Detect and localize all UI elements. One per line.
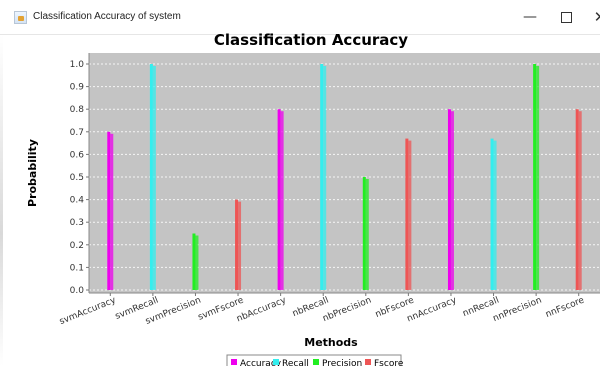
y-axis-ticks: 0.0 0.1 0.2 0.3 0.4 0.5 0.6 0.7 0.8 0.9 1.0 <box>70 60 89 296</box>
titlebar-divider <box>0 34 600 35</box>
legend-swatch-accuracy <box>231 359 237 365</box>
window-title: Classification Accuracy of system <box>33 11 181 22</box>
x-tick-label: nbAccuracy <box>235 295 288 324</box>
bar-svmFscore <box>235 199 239 290</box>
bar-nbFscore <box>405 138 409 290</box>
bar-svmRecall <box>149 64 153 290</box>
legend-label-accuracy: Accuracy <box>240 359 282 366</box>
close-button[interactable]: ✕ <box>582 4 600 30</box>
y-tick-label: 0.2 <box>70 241 84 251</box>
bar-shade-nnPrecision <box>536 66 540 290</box>
y-tick-label: 0.1 <box>70 263 84 273</box>
y-tick-label: 0.5 <box>70 173 84 183</box>
y-tick-label: 0.7 <box>70 128 84 138</box>
bar-shade-nbFscore <box>408 140 412 290</box>
bar-svmPrecision <box>192 233 196 290</box>
x-tick-label: nnAccuracy <box>406 295 459 324</box>
y-tick-label: 0.4 <box>70 196 85 206</box>
maximize-button[interactable] <box>548 4 584 30</box>
x-tick-label: nnFscore <box>544 295 586 320</box>
x-axis-label: Methods <box>304 336 358 349</box>
plot-area <box>89 53 600 293</box>
bar-shade-nnRecall <box>493 140 497 290</box>
minimize-icon: — <box>523 9 537 25</box>
bar-nnPrecision <box>533 64 537 290</box>
bar-nbAccuracy <box>277 109 281 290</box>
y-axis-label: Probability <box>26 139 39 207</box>
legend-label-precision: Precision <box>322 359 362 366</box>
legend-swatch-recall <box>273 359 279 365</box>
close-icon: ✕ <box>593 8 600 26</box>
window-titlebar[interactable]: Classification Accuracy of system — ✕ <box>0 0 600 34</box>
bar-shade-nbAccuracy <box>280 111 284 290</box>
legend: Accuracy Recall Precision Fscore <box>226 354 404 366</box>
x-tick-label: nnPrecision <box>492 296 544 325</box>
y-tick-label: 0.8 <box>70 105 85 115</box>
chart-title: Classification Accuracy <box>214 31 408 49</box>
java-app-icon <box>14 11 27 24</box>
y-tick-label: 0.3 <box>70 218 84 228</box>
y-tick-label: 0.0 <box>70 286 85 296</box>
legend-swatch-fscore <box>365 359 371 365</box>
y-tick-label: 1.0 <box>70 60 85 70</box>
bar-shade-svmAccuracy <box>110 133 114 290</box>
bar-shade-nnAccuracy <box>450 111 454 290</box>
bar-svmAccuracy <box>107 131 111 290</box>
bars <box>107 64 582 290</box>
y-tick-label: 0.9 <box>70 83 85 93</box>
bar-nbPrecision <box>362 177 366 290</box>
bar-nnRecall <box>490 138 494 290</box>
bar-shade-nnFscore <box>578 111 582 290</box>
minimize-button[interactable]: — <box>512 4 548 30</box>
maximize-icon <box>560 12 572 23</box>
legend-swatch-precision <box>313 359 319 365</box>
x-tick-label: svmAccuracy <box>58 295 118 327</box>
bar-shade-nbPrecision <box>365 179 369 290</box>
bar-shade-nbRecall <box>323 66 327 290</box>
bar-shade-svmPrecision <box>195 235 199 290</box>
gridlines <box>89 63 600 291</box>
bar-shade-svmFscore <box>238 201 242 290</box>
bar-nbRecall <box>320 64 324 290</box>
window-left-edge <box>0 35 3 366</box>
legend-label-recall: Recall <box>282 359 309 366</box>
legend-label-fscore: Fscore <box>374 359 404 366</box>
bar-nnFscore <box>575 109 579 290</box>
x-tick-label: nbPrecision <box>321 296 373 325</box>
bar-shade-svmRecall <box>152 66 156 290</box>
x-axis-ticks: svmAccuracysvmRecallsvmPrecisionsvmFscor… <box>58 293 586 327</box>
bar-nnAccuracy <box>447 109 451 290</box>
y-tick-label: 0.6 <box>70 150 85 160</box>
